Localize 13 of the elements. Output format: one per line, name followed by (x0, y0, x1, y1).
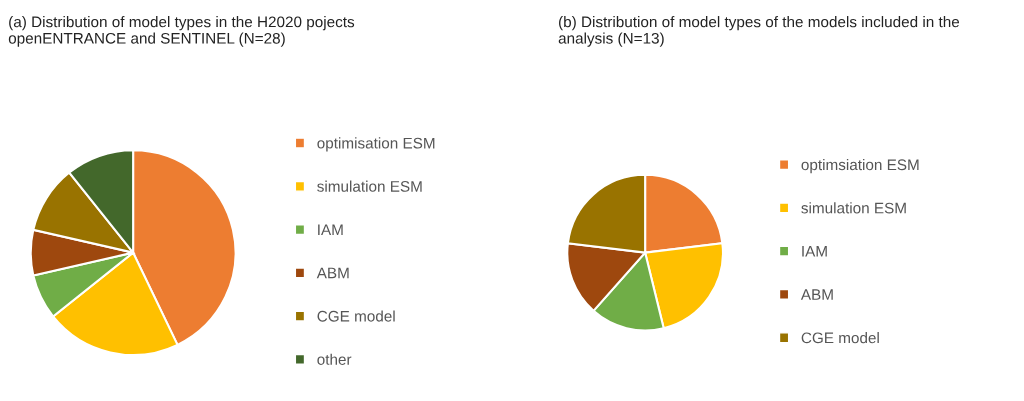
legend-label: IAM (802, 246, 827, 257)
legend-label: other (317, 353, 352, 365)
legend-label: ABM (800, 289, 833, 300)
legend-label: IAM (318, 224, 343, 235)
chart-title: (a) Distribution of model types in the H2020 pojects openENTRANCE and SENTINEL (N=28) (8, 16, 355, 47)
legend-label: CGE model (317, 310, 395, 322)
legend-label: optimsiation ESM (801, 158, 919, 174)
legend-label: optimisation ESM (317, 137, 435, 152)
legend-label: simulation ESM (317, 180, 422, 192)
legend-label: ABM (316, 267, 349, 279)
legend-label: CGE model (801, 332, 879, 344)
legend-label: simulation ESM (801, 202, 906, 214)
chart-title: (b) Distribution of model types of the models included in the analysis (N=13) (558, 16, 960, 47)
